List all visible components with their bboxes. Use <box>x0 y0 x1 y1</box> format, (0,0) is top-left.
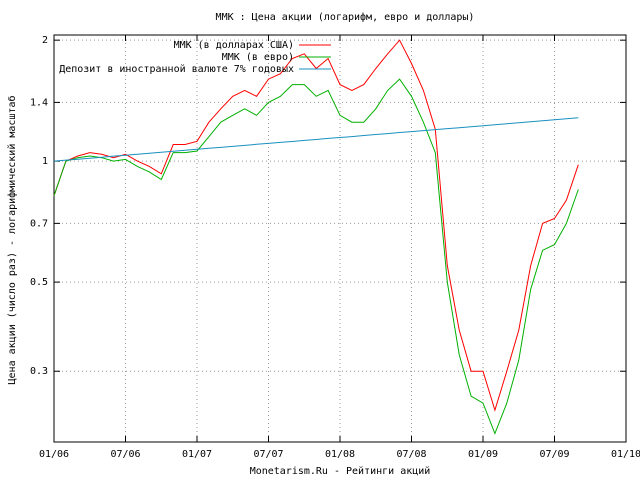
chart-title: ММК : Цена акции (логарифм, евро и долла… <box>216 11 475 23</box>
y-tick-label: 1.4 <box>30 97 48 108</box>
x-tick-label: 07/06 <box>110 449 140 460</box>
y-tick-label: 0.5 <box>30 277 48 288</box>
x-tick-label: 07/09 <box>539 449 569 460</box>
x-tick-label: 01/08 <box>325 449 355 460</box>
plot-frame <box>53 34 627 443</box>
x-tick-label: 01/10 <box>611 449 640 460</box>
y-tick-label: 1 <box>42 156 48 167</box>
x-tick-label: 01/07 <box>182 449 212 460</box>
y-tick-label: 2 <box>42 35 48 46</box>
x-tick-label: 01/06 <box>39 449 69 460</box>
x-tick-label: 01/09 <box>468 449 498 460</box>
legend-label: Депозит в иностранной валюте 7% годовых <box>59 63 294 75</box>
legend-label: ММК (в долларах США) <box>174 40 294 51</box>
x-tick-label: 07/08 <box>396 449 426 460</box>
x-tick-label: 07/07 <box>253 449 283 460</box>
y-tick-label: 0.3 <box>30 366 48 377</box>
y-axis-label: Цена акции (число раз) - логарифмический… <box>6 96 18 385</box>
x-axis-label: Monetarism.Ru - Рейтинги акций <box>250 465 431 477</box>
series-line <box>53 78 579 435</box>
legend-label: ММК (в евро) <box>222 52 294 63</box>
y-tick-label: 0.7 <box>30 218 48 229</box>
series-line <box>53 117 579 162</box>
